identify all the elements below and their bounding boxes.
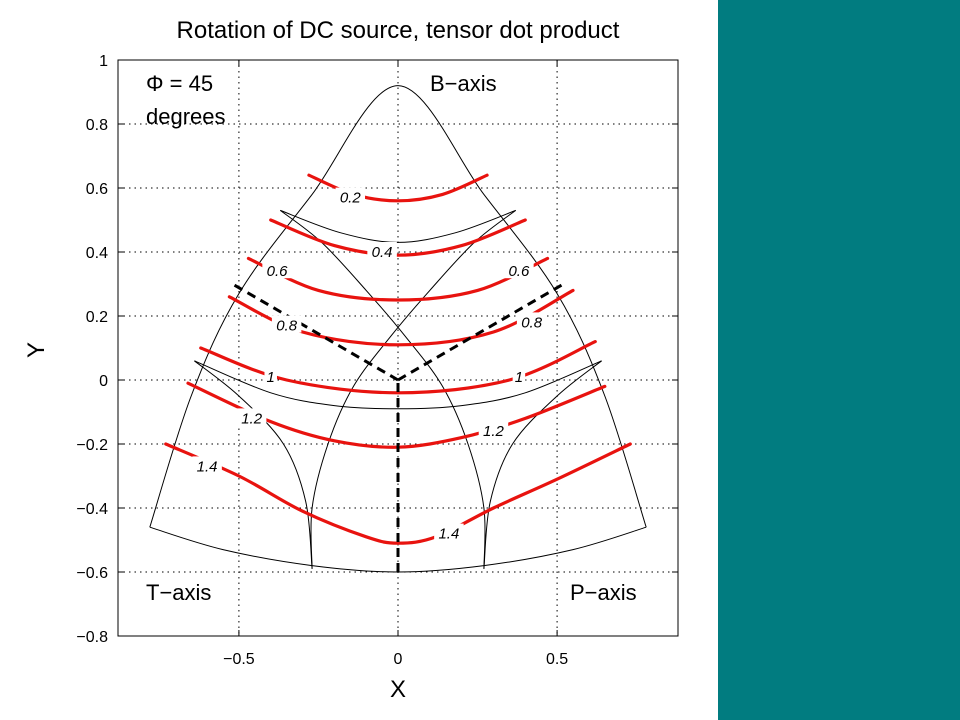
contour-label-bg <box>512 366 526 384</box>
x-tick-label: 0.5 <box>546 651 568 668</box>
y-tick-label: 0 <box>99 373 108 390</box>
contour-label: 1 <box>515 369 523 386</box>
outline-curve <box>279 210 486 569</box>
contour-label: 0.8 <box>521 314 543 331</box>
contour-label-bg <box>335 187 366 205</box>
outline-curve <box>483 360 602 569</box>
contour-label-bg <box>504 261 534 279</box>
phi-annotation: Φ = 45 <box>146 71 213 96</box>
contour-line <box>269 218 527 257</box>
contour-label-bg <box>262 261 292 279</box>
dashed-axis-line <box>231 282 399 382</box>
chart-title: Rotation of DC source, tensor dot produc… <box>177 17 620 44</box>
outline-curve <box>280 209 516 243</box>
y-tick-label: −0.2 <box>76 437 108 454</box>
outline-curve <box>194 360 602 410</box>
contour-label: 1.2 <box>483 423 505 440</box>
contour-label-bg <box>264 366 277 384</box>
y-tick-label: 1 <box>99 53 108 70</box>
dashed-axes <box>231 282 565 572</box>
y-tick-label: −0.4 <box>76 501 108 518</box>
x-tick-label: 0 <box>394 651 403 668</box>
contour-labels: 0.2 0.4 0.6 0.6 0.8 0.8 1 1 1.2 1.2 1.4 1.4 <box>192 187 547 543</box>
contour-label-bg <box>271 315 302 333</box>
contour-label: 0.8 <box>276 318 298 335</box>
y-tick-label: 0.8 <box>86 117 108 134</box>
y-axis-title: Y <box>23 342 50 358</box>
t-axis-label: T−axis <box>146 580 211 605</box>
contour-line <box>199 340 597 395</box>
dashed-axis-line <box>397 282 565 382</box>
y-tick-label: 0.6 <box>86 181 108 198</box>
contour-label-bg <box>516 312 547 330</box>
x-axis-title: X <box>390 676 406 703</box>
contour-label: 0.6 <box>508 263 530 280</box>
contour-label-bg <box>192 456 222 474</box>
y-tick-label: −0.8 <box>76 629 108 646</box>
p-axis-label: P−axis <box>570 580 637 605</box>
contour-label-bg <box>434 523 464 541</box>
contour-label-bg <box>236 408 267 426</box>
y-tick-label: 0.4 <box>86 245 108 262</box>
contour-label-bg <box>367 242 397 259</box>
contour-label-bg <box>478 421 509 439</box>
contour-label: 1.4 <box>197 458 218 475</box>
contour-label: 1.4 <box>438 526 459 543</box>
x-tick-label: −0.5 <box>223 651 255 668</box>
outline-curve <box>149 85 647 528</box>
y-tick-label: 0.2 <box>86 309 108 326</box>
y-tick-label: −0.6 <box>76 565 108 582</box>
contour-line <box>246 256 550 302</box>
contour-label: 0.4 <box>372 244 393 261</box>
contour-label: 1.2 <box>241 410 263 427</box>
outline-curve <box>310 210 517 569</box>
degrees-annotation: degrees <box>146 104 226 129</box>
outline-curve <box>194 360 313 569</box>
y-ticks: 1 0.8 0.6 0.4 0.2 0 −0.2 −0.4 −0.6 −0.8 <box>76 53 678 646</box>
b-axis-label: B−axis <box>430 71 497 96</box>
contour-line <box>164 442 632 545</box>
contour-label: 1 <box>267 369 275 386</box>
contour-label: 0.2 <box>340 190 362 207</box>
side-panel <box>718 0 960 720</box>
x-ticks: −0.5 0 0.5 <box>223 60 568 668</box>
contour-label: 0.6 <box>267 263 289 280</box>
